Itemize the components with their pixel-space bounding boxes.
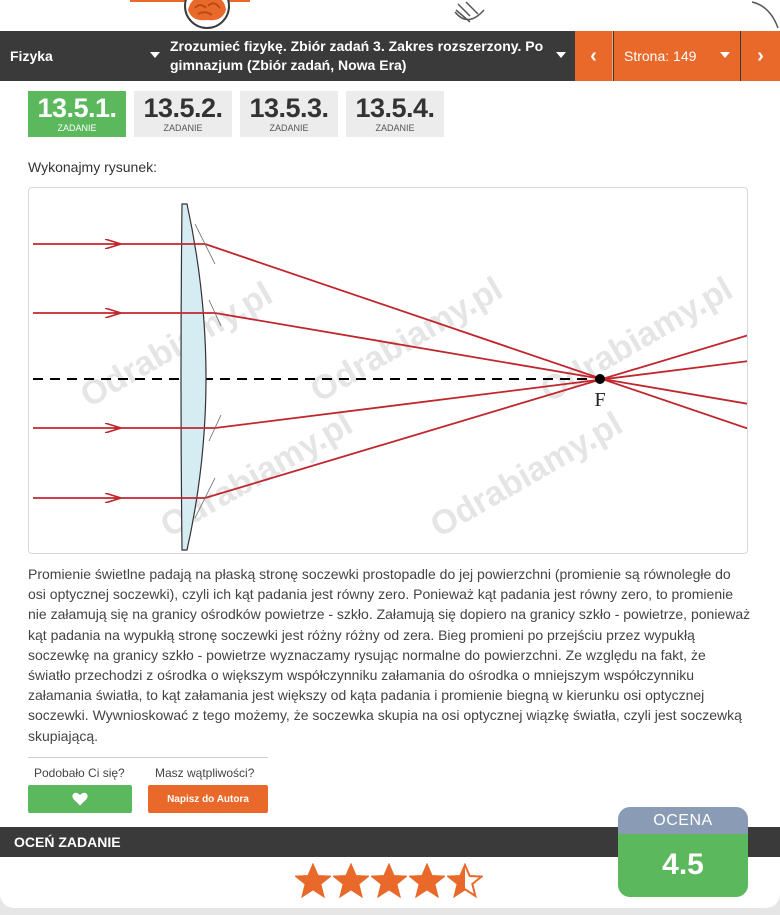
star-rating[interactable] — [295, 863, 483, 899]
light-rays — [33, 243, 747, 499]
lens-diagram-svg: Odrabiamy.pl Odrabiamy.pl Odrabiamy.pl O… — [33, 203, 747, 551]
heart-icon — [72, 792, 88, 806]
task-label: ZADANIE — [375, 123, 415, 133]
next-page-button[interactable]: › — [741, 31, 780, 81]
rate-task-label: OCEŃ ZADANIE — [14, 834, 121, 850]
book-dropdown[interactable]: Zrozumieć fizykę. Zbiór zadań 3. Zakres … — [168, 31, 574, 81]
chevron-down-icon — [556, 52, 566, 58]
task-tabs: 13.5.1. ZADANIE 13.5.2. ZADANIE 13.5.3. … — [28, 91, 444, 137]
chevron-left-icon: ‹ — [590, 44, 597, 67]
focal-point-label: F — [594, 389, 605, 411]
refracted-ray-1 — [204, 243, 747, 430]
chevron-right-icon: › — [757, 44, 764, 67]
chevron-down-icon — [150, 52, 160, 58]
like-button[interactable] — [28, 785, 132, 813]
task-number: 13.5.4. — [355, 93, 435, 123]
star-icon[interactable] — [371, 863, 407, 899]
solution-intro: Wykonajmy rysunek: — [28, 159, 158, 175]
focal-point — [595, 374, 605, 384]
star-icon[interactable] — [409, 863, 445, 899]
star-icon[interactable] — [447, 863, 483, 899]
header-decoration — [184, 0, 779, 29]
prev-page-button[interactable]: ‹ — [575, 31, 613, 81]
score-box: OCENA 4.5 — [618, 807, 748, 897]
task-number: 13.5.1. — [37, 93, 117, 123]
watermark-text: Odrabiamy.pl — [534, 270, 739, 410]
solution-description: Promienie świetlne padają na płaską stro… — [28, 566, 751, 744]
book-title: Zrozumieć fizykę. Zbiór zadań 3. Zakres … — [170, 38, 544, 73]
page-dropdown[interactable]: Strona: 149 — [614, 31, 740, 81]
score-value: 4.5 — [618, 834, 748, 897]
task-tab-13-5-1[interactable]: 13.5.1. ZADANIE — [28, 91, 126, 137]
subject-dropdown[interactable]: Fizyka — [0, 31, 168, 81]
watermark: Odrabiamy.pl Odrabiamy.pl Odrabiamy.pl O… — [74, 270, 739, 545]
refracted-ray-2 — [214, 312, 747, 405]
subject-label: Fizyka — [10, 48, 53, 64]
watermark-text: Odrabiamy.pl — [424, 405, 629, 545]
star-icon[interactable] — [295, 863, 331, 899]
refracted-ray-3 — [214, 360, 747, 429]
task-tab-13-5-3[interactable]: 13.5.3. ZADANIE — [240, 91, 338, 137]
header-strip — [0, 0, 780, 31]
chevron-down-icon — [720, 52, 730, 58]
task-tab-13-5-4[interactable]: 13.5.4. ZADANIE — [346, 91, 444, 137]
doubt-question: Masz wątpliwości? — [155, 766, 255, 780]
page-label: Strona: 149 — [624, 48, 697, 64]
watermark-text: Odrabiamy.pl — [74, 275, 279, 415]
watermark-text: Odrabiamy.pl — [304, 270, 509, 410]
plano-convex-lens — [180, 203, 207, 551]
star-icon[interactable] — [333, 863, 369, 899]
write-to-author-button[interactable]: Napisz do Autora — [148, 785, 268, 813]
lens-diagram: Odrabiamy.pl Odrabiamy.pl Odrabiamy.pl O… — [28, 187, 748, 554]
task-label: ZADANIE — [57, 123, 97, 133]
task-label: ZADANIE — [269, 123, 309, 133]
navigation-bar: Fizyka Zrozumieć fizykę. Zbiór zadań 3. … — [0, 31, 780, 81]
task-card: 13.5.1. ZADANIE 13.5.2. ZADANIE 13.5.3. … — [0, 81, 780, 908]
refracted-ray-4 — [204, 334, 747, 499]
task-label: ZADANIE — [163, 123, 203, 133]
liked-question: Podobało Ci się? — [34, 766, 125, 780]
score-title: OCENA — [618, 807, 748, 834]
task-number: 13.5.3. — [249, 93, 329, 123]
normals — [194, 223, 222, 519]
feedback-section: Podobało Ci się? Masz wątpliwości? Napis… — [28, 757, 268, 813]
task-tab-13-5-2[interactable]: 13.5.2. ZADANIE — [134, 91, 232, 137]
task-number: 13.5.2. — [143, 93, 223, 123]
